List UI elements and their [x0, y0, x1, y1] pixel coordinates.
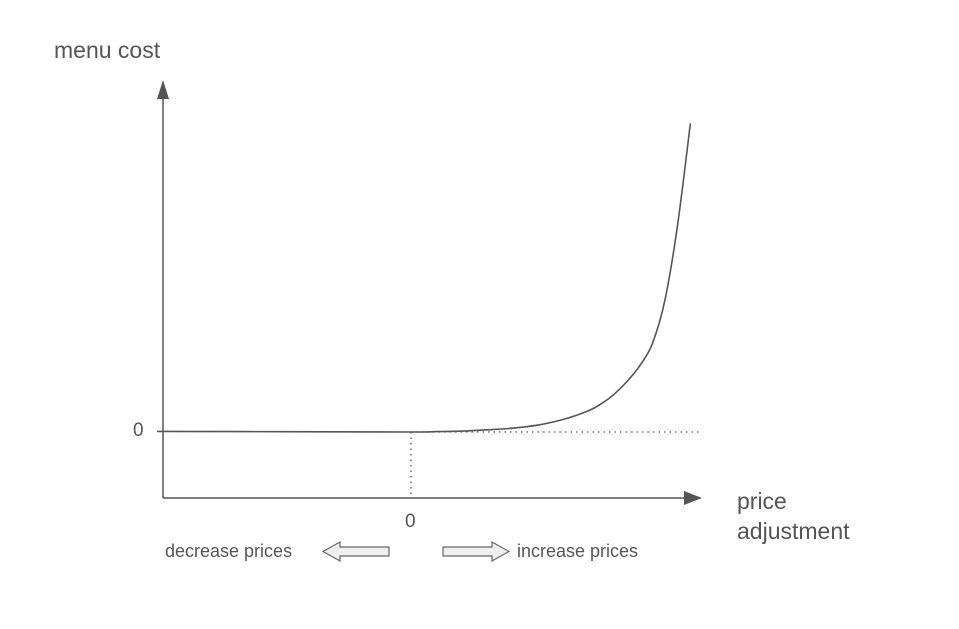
series-group: [156, 123, 692, 433]
x-axis-arrowhead: [684, 491, 702, 505]
x-tick-label-0: 0: [405, 511, 416, 532]
x-axis-label: price adjustment: [737, 486, 850, 546]
axes: [157, 80, 702, 505]
increase-prices-label: increase prices: [517, 541, 639, 561]
y-axis-label: menu cost: [54, 37, 161, 63]
increase-arrow-icon: [442, 540, 511, 563]
y-axis-arrowhead: [157, 80, 169, 99]
x-axis-label-line-1: price: [737, 488, 787, 514]
x-axis-label-line-2: adjustment: [737, 518, 850, 544]
decrease-prices-label: decrease prices: [165, 541, 293, 561]
decrease-arrow-icon: [321, 540, 390, 563]
y-tick-label-0: 0: [133, 420, 144, 441]
menu-cost-curve: [156, 123, 692, 433]
reference-lines: [410, 431, 702, 498]
